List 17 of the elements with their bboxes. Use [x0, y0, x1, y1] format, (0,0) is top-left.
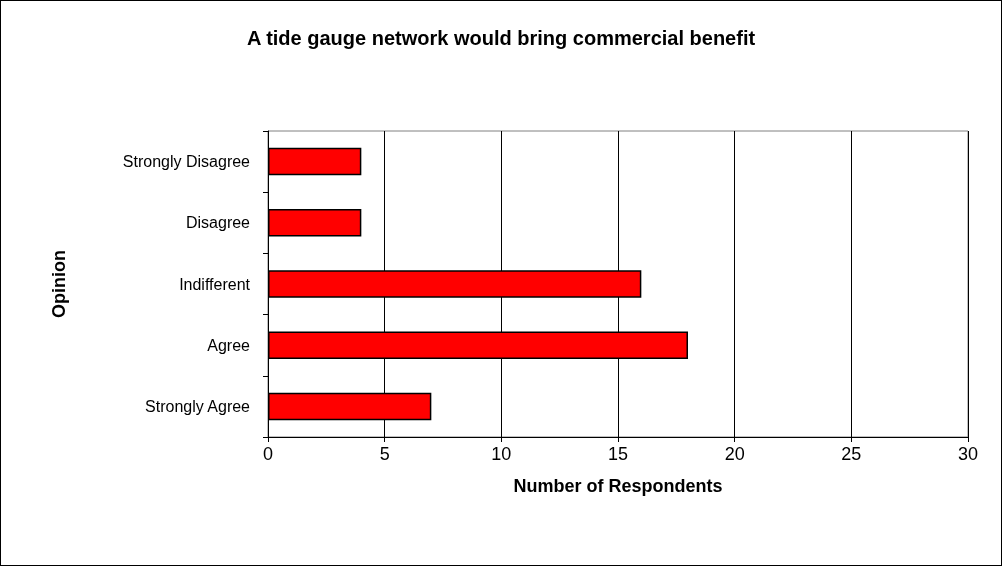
- y-axis-title: Opinion: [49, 250, 69, 318]
- x-tick-label: 20: [724, 444, 745, 464]
- y-tick-label: Strongly Agree: [145, 397, 251, 415]
- x-tick-label: 5: [379, 444, 390, 464]
- y-tick-label: Disagree: [185, 214, 251, 232]
- x-tick-label: 25: [841, 444, 862, 464]
- y-tick-label: Strongly Disagree: [122, 153, 251, 171]
- bar: [268, 147, 362, 176]
- chart-title: A tide gauge network would bring commercial benefit: [246, 27, 756, 49]
- x-tick-label: 0: [262, 444, 274, 464]
- x-axis-title: Number of Respondents: [513, 476, 723, 496]
- y-tick-label: Agree: [207, 336, 251, 354]
- x-tick-label: 30: [957, 444, 979, 464]
- x-tick-label: 15: [607, 444, 629, 464]
- bar: [268, 209, 362, 237]
- x-tick-label: 10: [491, 444, 512, 464]
- y-tick-label: Indifferent: [179, 275, 251, 293]
